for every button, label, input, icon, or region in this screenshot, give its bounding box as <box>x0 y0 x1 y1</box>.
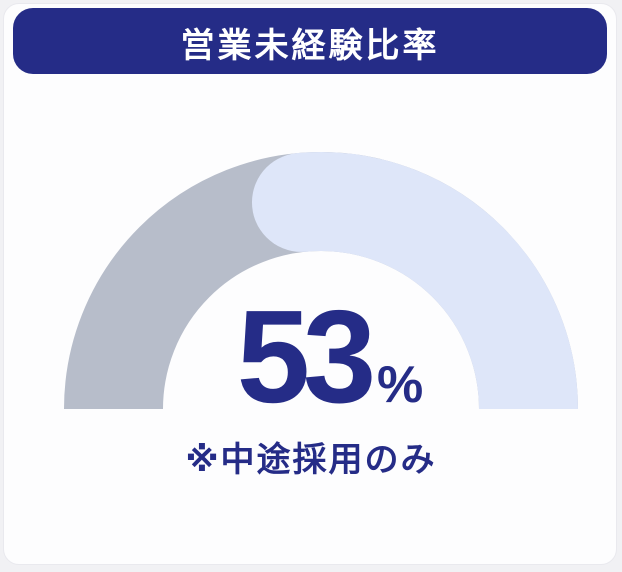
value-unit: % <box>377 356 424 414</box>
header-badge: 営業未経験比率 <box>13 8 607 74</box>
page-title: 営業未経験比率 <box>180 27 440 65</box>
footnote: ※中途採用のみ <box>185 441 437 479</box>
value-number: 53 <box>236 283 377 430</box>
gauge-value-label: 53% <box>19 291 622 423</box>
